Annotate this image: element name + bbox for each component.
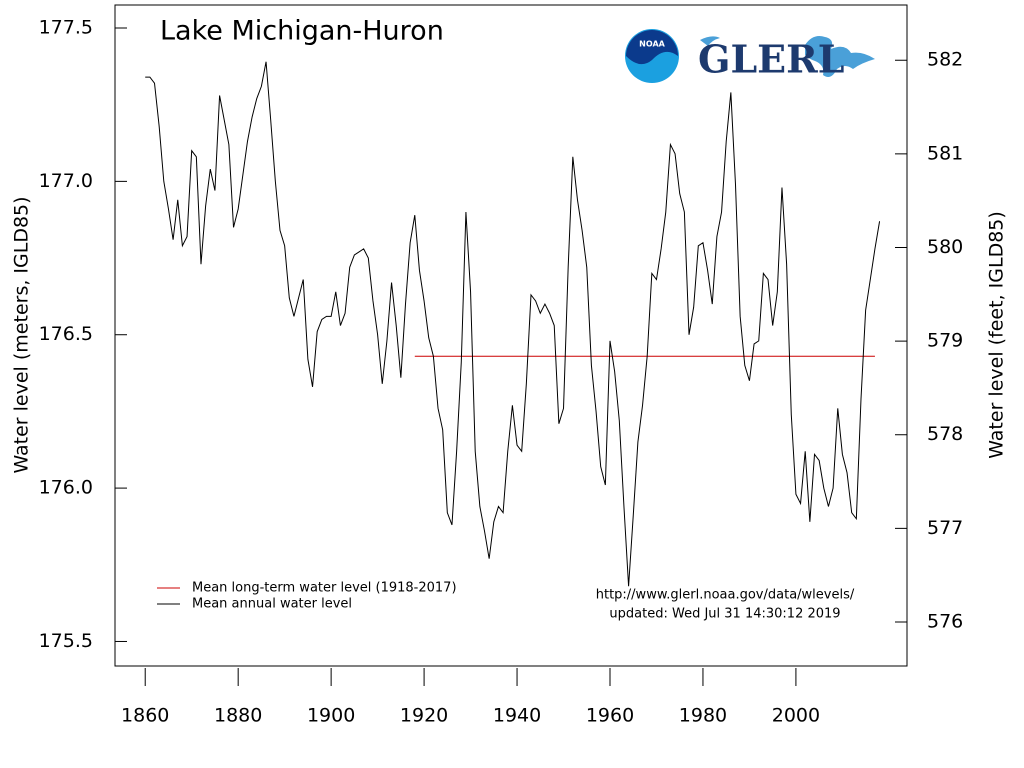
updated-annotation: updated: Wed Jul 31 14:30:12 2019 xyxy=(609,607,840,622)
x-tick-label: 2000 xyxy=(772,705,820,727)
y-tick-label: 177.0 xyxy=(39,170,93,192)
noaa-logo: NOAA xyxy=(625,29,679,83)
x-tick-label: 1920 xyxy=(400,705,448,727)
x-tick-label: 1900 xyxy=(307,705,355,727)
legend-label: Mean long-term water level (1918-2017) xyxy=(192,581,457,596)
y-tick-label: 177.5 xyxy=(39,17,93,39)
y2-tick-label: 579 xyxy=(927,330,963,352)
series-line xyxy=(145,61,881,587)
y2-tick-label: 577 xyxy=(927,517,963,539)
glerl-logo: GLERL xyxy=(698,36,875,82)
y-axis-title: Water level (meters, IGLD85) xyxy=(11,196,33,473)
y2-tick-label: 581 xyxy=(927,142,963,164)
y2-axis-title: Water level (feet, IGLD85) xyxy=(986,211,1008,459)
y-tick-label: 176.0 xyxy=(39,477,93,499)
x-tick-label: 1880 xyxy=(214,705,262,727)
source-annotation: http://www.glerl.noaa.gov/data/wlevels/ xyxy=(596,588,855,603)
y-tick-label: 176.5 xyxy=(39,323,93,345)
chart-title: Lake Michigan-Huron xyxy=(160,16,444,47)
plot-frame xyxy=(114,4,908,667)
x-tick-label: 1980 xyxy=(679,705,727,727)
y2-tick-label: 580 xyxy=(927,236,963,258)
y2-tick-label: 578 xyxy=(927,423,963,445)
y2-tick-label: 576 xyxy=(927,610,963,632)
y2-tick-label: 582 xyxy=(927,49,963,71)
y-tick-label: 175.5 xyxy=(39,630,93,652)
x-tick-label: 1940 xyxy=(493,705,541,727)
noaa-logo-text: NOAA xyxy=(639,40,665,49)
x-tick-label: 1960 xyxy=(586,705,634,727)
glerl-logo-text: GLERL xyxy=(698,37,844,82)
x-tick-label: 1860 xyxy=(121,705,169,727)
legend-label: Mean annual water level xyxy=(192,597,352,612)
